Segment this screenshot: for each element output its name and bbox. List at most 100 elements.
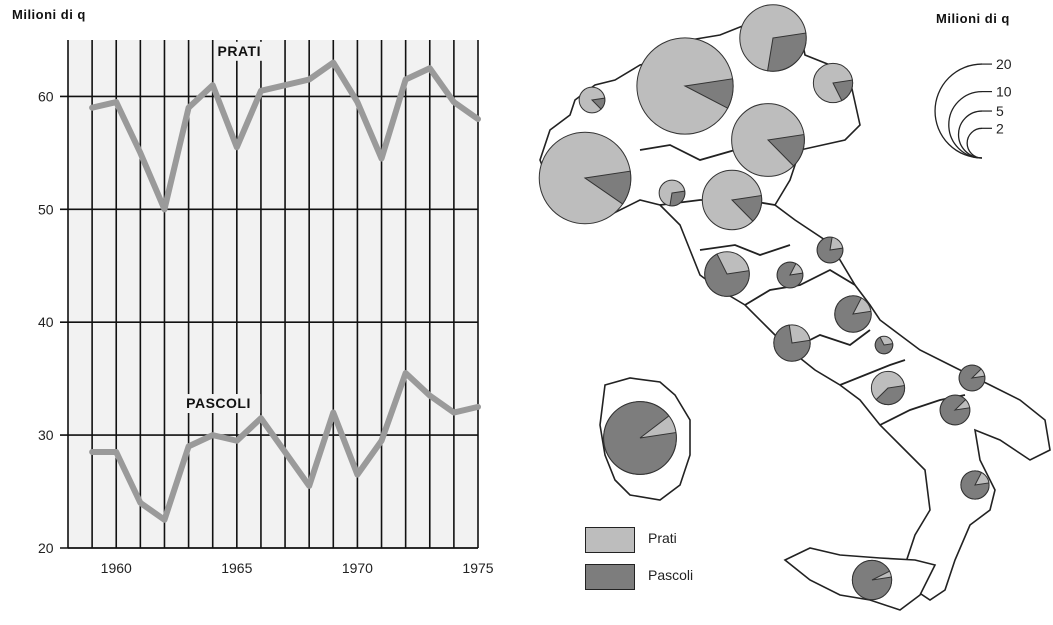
pie-umbria bbox=[776, 261, 804, 289]
region-border bbox=[879, 394, 966, 426]
size-legend-circle bbox=[934, 63, 983, 159]
pie-abruzzo bbox=[834, 295, 872, 333]
pie-prati-slice bbox=[658, 179, 686, 207]
pie-sicilia bbox=[851, 559, 893, 601]
data-point bbox=[427, 393, 433, 399]
pie-pascoli-slice bbox=[766, 32, 807, 72]
sardinia-outline bbox=[599, 377, 691, 501]
data-point bbox=[379, 438, 385, 444]
pie-piemonte bbox=[538, 131, 632, 225]
pie-campania bbox=[870, 370, 906, 406]
data-point bbox=[113, 99, 119, 105]
data-point bbox=[354, 472, 360, 478]
pie-prati-slice bbox=[874, 335, 894, 355]
data-point bbox=[161, 517, 167, 523]
x-tick-label: 1965 bbox=[221, 560, 252, 576]
sicily-outline bbox=[783, 547, 937, 611]
size-legend-circle bbox=[966, 127, 983, 159]
region-border bbox=[789, 329, 871, 351]
pie-prati-slice bbox=[812, 62, 854, 104]
data-point bbox=[330, 60, 336, 66]
pie-lazio bbox=[773, 324, 811, 362]
pie-emilia-romagna bbox=[701, 169, 763, 231]
region-border bbox=[839, 359, 906, 386]
size-legend-label: 5 bbox=[996, 103, 1004, 119]
pie-prati-slice bbox=[834, 295, 872, 333]
plot-background bbox=[68, 40, 478, 548]
data-point bbox=[306, 77, 312, 83]
size-legend-label: 20 bbox=[996, 56, 1012, 72]
data-point bbox=[258, 415, 264, 421]
pie-prati-slice bbox=[701, 169, 763, 231]
series-label: PASCOLI bbox=[186, 395, 251, 411]
series-label-bg bbox=[213, 41, 272, 61]
data-point bbox=[403, 370, 409, 376]
size-legend-label: 10 bbox=[996, 84, 1012, 100]
data-point bbox=[354, 99, 360, 105]
pie-pascoli-slice bbox=[832, 79, 854, 102]
italy-outline bbox=[539, 19, 1051, 601]
pie-pascoli-slice bbox=[766, 133, 805, 167]
data-point bbox=[234, 144, 240, 150]
pie-pascoli-slice bbox=[603, 401, 677, 475]
pie-pascoli-slice bbox=[683, 78, 734, 109]
data-point bbox=[210, 82, 216, 88]
pie-pascoli-slice bbox=[939, 394, 971, 426]
data-point bbox=[475, 404, 481, 410]
pie-pascoli-slice bbox=[851, 559, 893, 601]
size-legend-circle bbox=[957, 110, 983, 159]
data-point bbox=[186, 443, 192, 449]
pie-prati-slice bbox=[704, 251, 750, 297]
pie-pascoli-slice bbox=[776, 261, 804, 289]
pie-pascoli-slice bbox=[773, 324, 811, 362]
y-axis-title: Milioni di q bbox=[12, 7, 86, 22]
pie-veneto bbox=[731, 103, 805, 177]
x-tick-label: 1975 bbox=[462, 560, 493, 576]
pie-prati-slice bbox=[939, 394, 971, 426]
pie-prati-slice bbox=[773, 324, 811, 362]
data-point bbox=[210, 432, 216, 438]
data-point bbox=[475, 116, 481, 122]
pie-basilicata bbox=[939, 394, 971, 426]
pie-prati-slice bbox=[538, 131, 632, 225]
pie-marche bbox=[816, 236, 844, 264]
pie-prati-slice bbox=[636, 37, 734, 135]
data-point bbox=[234, 438, 240, 444]
pie-prati-slice bbox=[958, 364, 986, 392]
pie-trentino-alto-adige bbox=[739, 4, 807, 72]
y-tick-label: 40 bbox=[38, 314, 54, 330]
data-point bbox=[379, 156, 385, 162]
pie-pascoli-slice bbox=[816, 236, 844, 264]
pie-prati-slice bbox=[870, 370, 906, 406]
data-point bbox=[161, 206, 167, 212]
pie-pascoli-slice bbox=[958, 364, 986, 392]
pie-prati-slice bbox=[960, 470, 990, 500]
pie-valle-d-aosta bbox=[578, 86, 606, 114]
pie-pascoli-slice bbox=[590, 97, 606, 110]
data-point bbox=[89, 105, 95, 111]
pie-pascoli-slice bbox=[730, 194, 763, 222]
data-point bbox=[137, 500, 143, 506]
pie-toscana bbox=[704, 251, 750, 297]
pie-pascoli-slice bbox=[583, 170, 632, 205]
data-point bbox=[306, 483, 312, 489]
pie-prati-slice bbox=[603, 401, 677, 475]
pie-liguria bbox=[658, 179, 686, 207]
size-legend-circle bbox=[948, 90, 983, 159]
pie-friuli-venezia-giulia bbox=[812, 62, 854, 104]
pie-pascoli-slice bbox=[834, 295, 872, 333]
pie-prati-slice bbox=[578, 86, 606, 114]
pie-sardegna bbox=[603, 401, 677, 475]
data-point bbox=[403, 77, 409, 83]
data-point bbox=[451, 99, 457, 105]
legend-label-prati: Prati bbox=[648, 530, 677, 546]
series-label: PRATI bbox=[218, 43, 261, 59]
pie-prati-slice bbox=[739, 4, 807, 72]
pie-calabria bbox=[960, 470, 990, 500]
pie-pascoli-slice bbox=[960, 470, 990, 500]
pie-pascoli-slice bbox=[669, 190, 686, 207]
data-point bbox=[282, 82, 288, 88]
data-point bbox=[451, 410, 457, 416]
pie-pascoli-slice bbox=[874, 336, 894, 355]
y-tick-label: 60 bbox=[38, 88, 54, 104]
